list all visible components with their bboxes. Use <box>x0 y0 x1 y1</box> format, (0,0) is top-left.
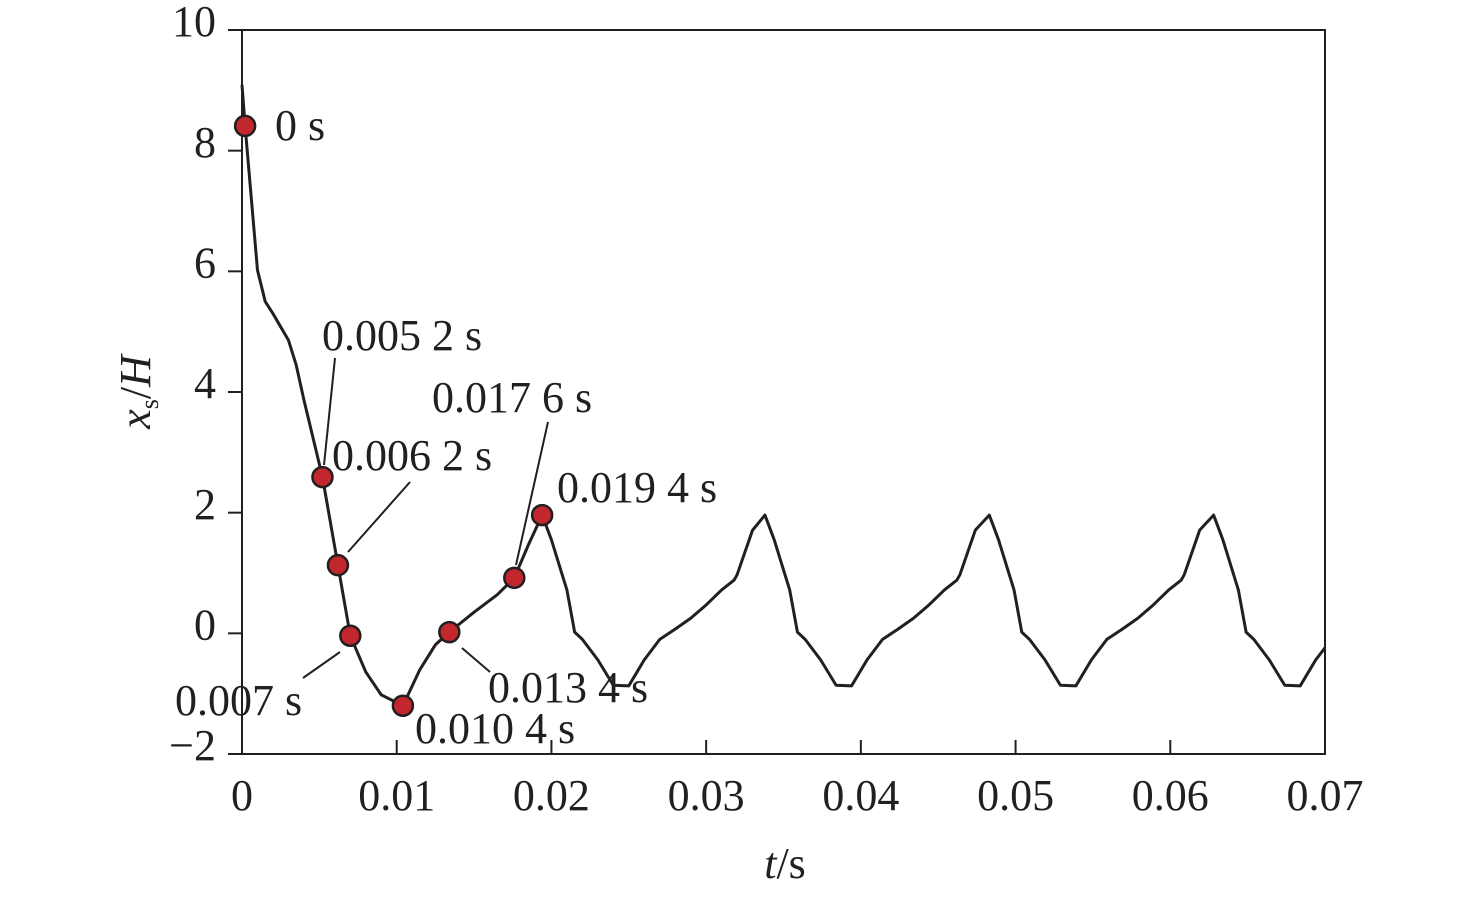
marker <box>311 465 334 489</box>
y-tick-label: 4 <box>194 359 216 408</box>
x-tick-label: 0.02 <box>513 771 590 820</box>
marker-label: 0.010 4 s <box>415 704 575 753</box>
y-tick-label: 8 <box>194 118 216 167</box>
marker <box>339 624 362 647</box>
marker-label: 0.006 2 s <box>332 431 492 480</box>
x-tick-label: 0.03 <box>668 771 745 820</box>
y-tick-label: 10 <box>172 0 216 46</box>
marker <box>233 114 257 138</box>
y-tick-label: 0 <box>194 600 216 649</box>
y-axis-label: xs/H <box>111 353 164 430</box>
x-tick-label: 0.07 <box>1287 771 1364 820</box>
x-label-part: t <box>764 839 778 888</box>
marker-label: 0.005 2 s <box>322 311 482 360</box>
y-label-part: s <box>135 399 164 409</box>
y-label-part: / <box>111 386 160 399</box>
x-tick-label: 0.06 <box>1132 771 1209 820</box>
x-tick-label: 0.01 <box>358 771 435 820</box>
y-tick-label: 2 <box>194 480 216 529</box>
y-tick-label: −2 <box>169 721 216 770</box>
x-tick-label: 0 <box>231 771 253 820</box>
plot-frame <box>241 29 1326 755</box>
data-line <box>240 84 1327 708</box>
marker-label: 0.017 6 s <box>432 373 592 422</box>
marker <box>391 694 415 717</box>
marker <box>530 503 554 527</box>
marker-label: 0.019 4 s <box>557 463 717 512</box>
leader-line <box>347 481 411 553</box>
marker-label: 0.007 s <box>175 676 302 725</box>
y-tick-label: 6 <box>194 238 216 287</box>
leader-line <box>323 357 336 466</box>
marker <box>326 553 350 577</box>
marker <box>438 620 461 644</box>
leader-line <box>515 421 549 566</box>
marker-label: 0 s <box>275 101 325 150</box>
x-tick-label: 0.05 <box>977 771 1054 820</box>
x-tick-label: 0.04 <box>822 771 899 820</box>
y-label-part: H <box>111 353 160 388</box>
marker <box>503 566 526 590</box>
x-label-part: /s <box>776 839 805 888</box>
marker-label: 0.013 4 s <box>488 663 648 712</box>
y-label-part: x <box>111 409 160 430</box>
leader-line <box>302 651 341 679</box>
x-axis-label: t/s <box>764 839 806 888</box>
leader-line <box>461 647 491 673</box>
